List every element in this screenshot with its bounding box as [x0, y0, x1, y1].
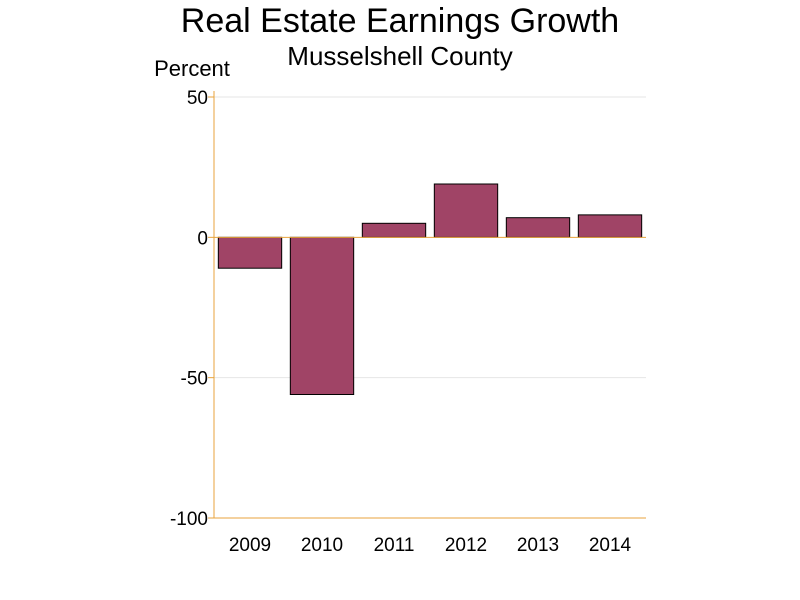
x-tick-label: 2011 [374, 535, 415, 556]
bar-2010 [289, 236, 355, 396]
bar-2014 [577, 214, 643, 238]
chart-title: Real Estate Earnings Growth [181, 2, 619, 40]
y-tick-label: 0 [197, 228, 208, 249]
axis-tick-labels: -100 -50 0 50 2009 2010 2011 2012 2013 2014 [170, 88, 632, 556]
bar-2009 [217, 236, 283, 269]
axes [208, 91, 646, 519]
bar-2011 [361, 222, 427, 238]
y-axis-label: Percent [154, 56, 230, 81]
bar-2012 [433, 183, 499, 238]
y-tick-label: 50 [187, 88, 208, 109]
y-tick-label: -50 [181, 369, 208, 390]
gridlines [214, 96, 646, 379]
x-tick-label: 2013 [517, 535, 559, 556]
y-tick-label: -100 [170, 509, 208, 530]
x-tick-label: 2009 [229, 535, 271, 556]
chart-subtitle: Musselshell County [287, 41, 512, 71]
x-tick-label: 2012 [445, 535, 487, 556]
x-tick-label: 2014 [589, 535, 632, 556]
bar-2013 [505, 217, 571, 238]
bars [217, 183, 643, 396]
x-tick-label: 2010 [301, 535, 343, 556]
